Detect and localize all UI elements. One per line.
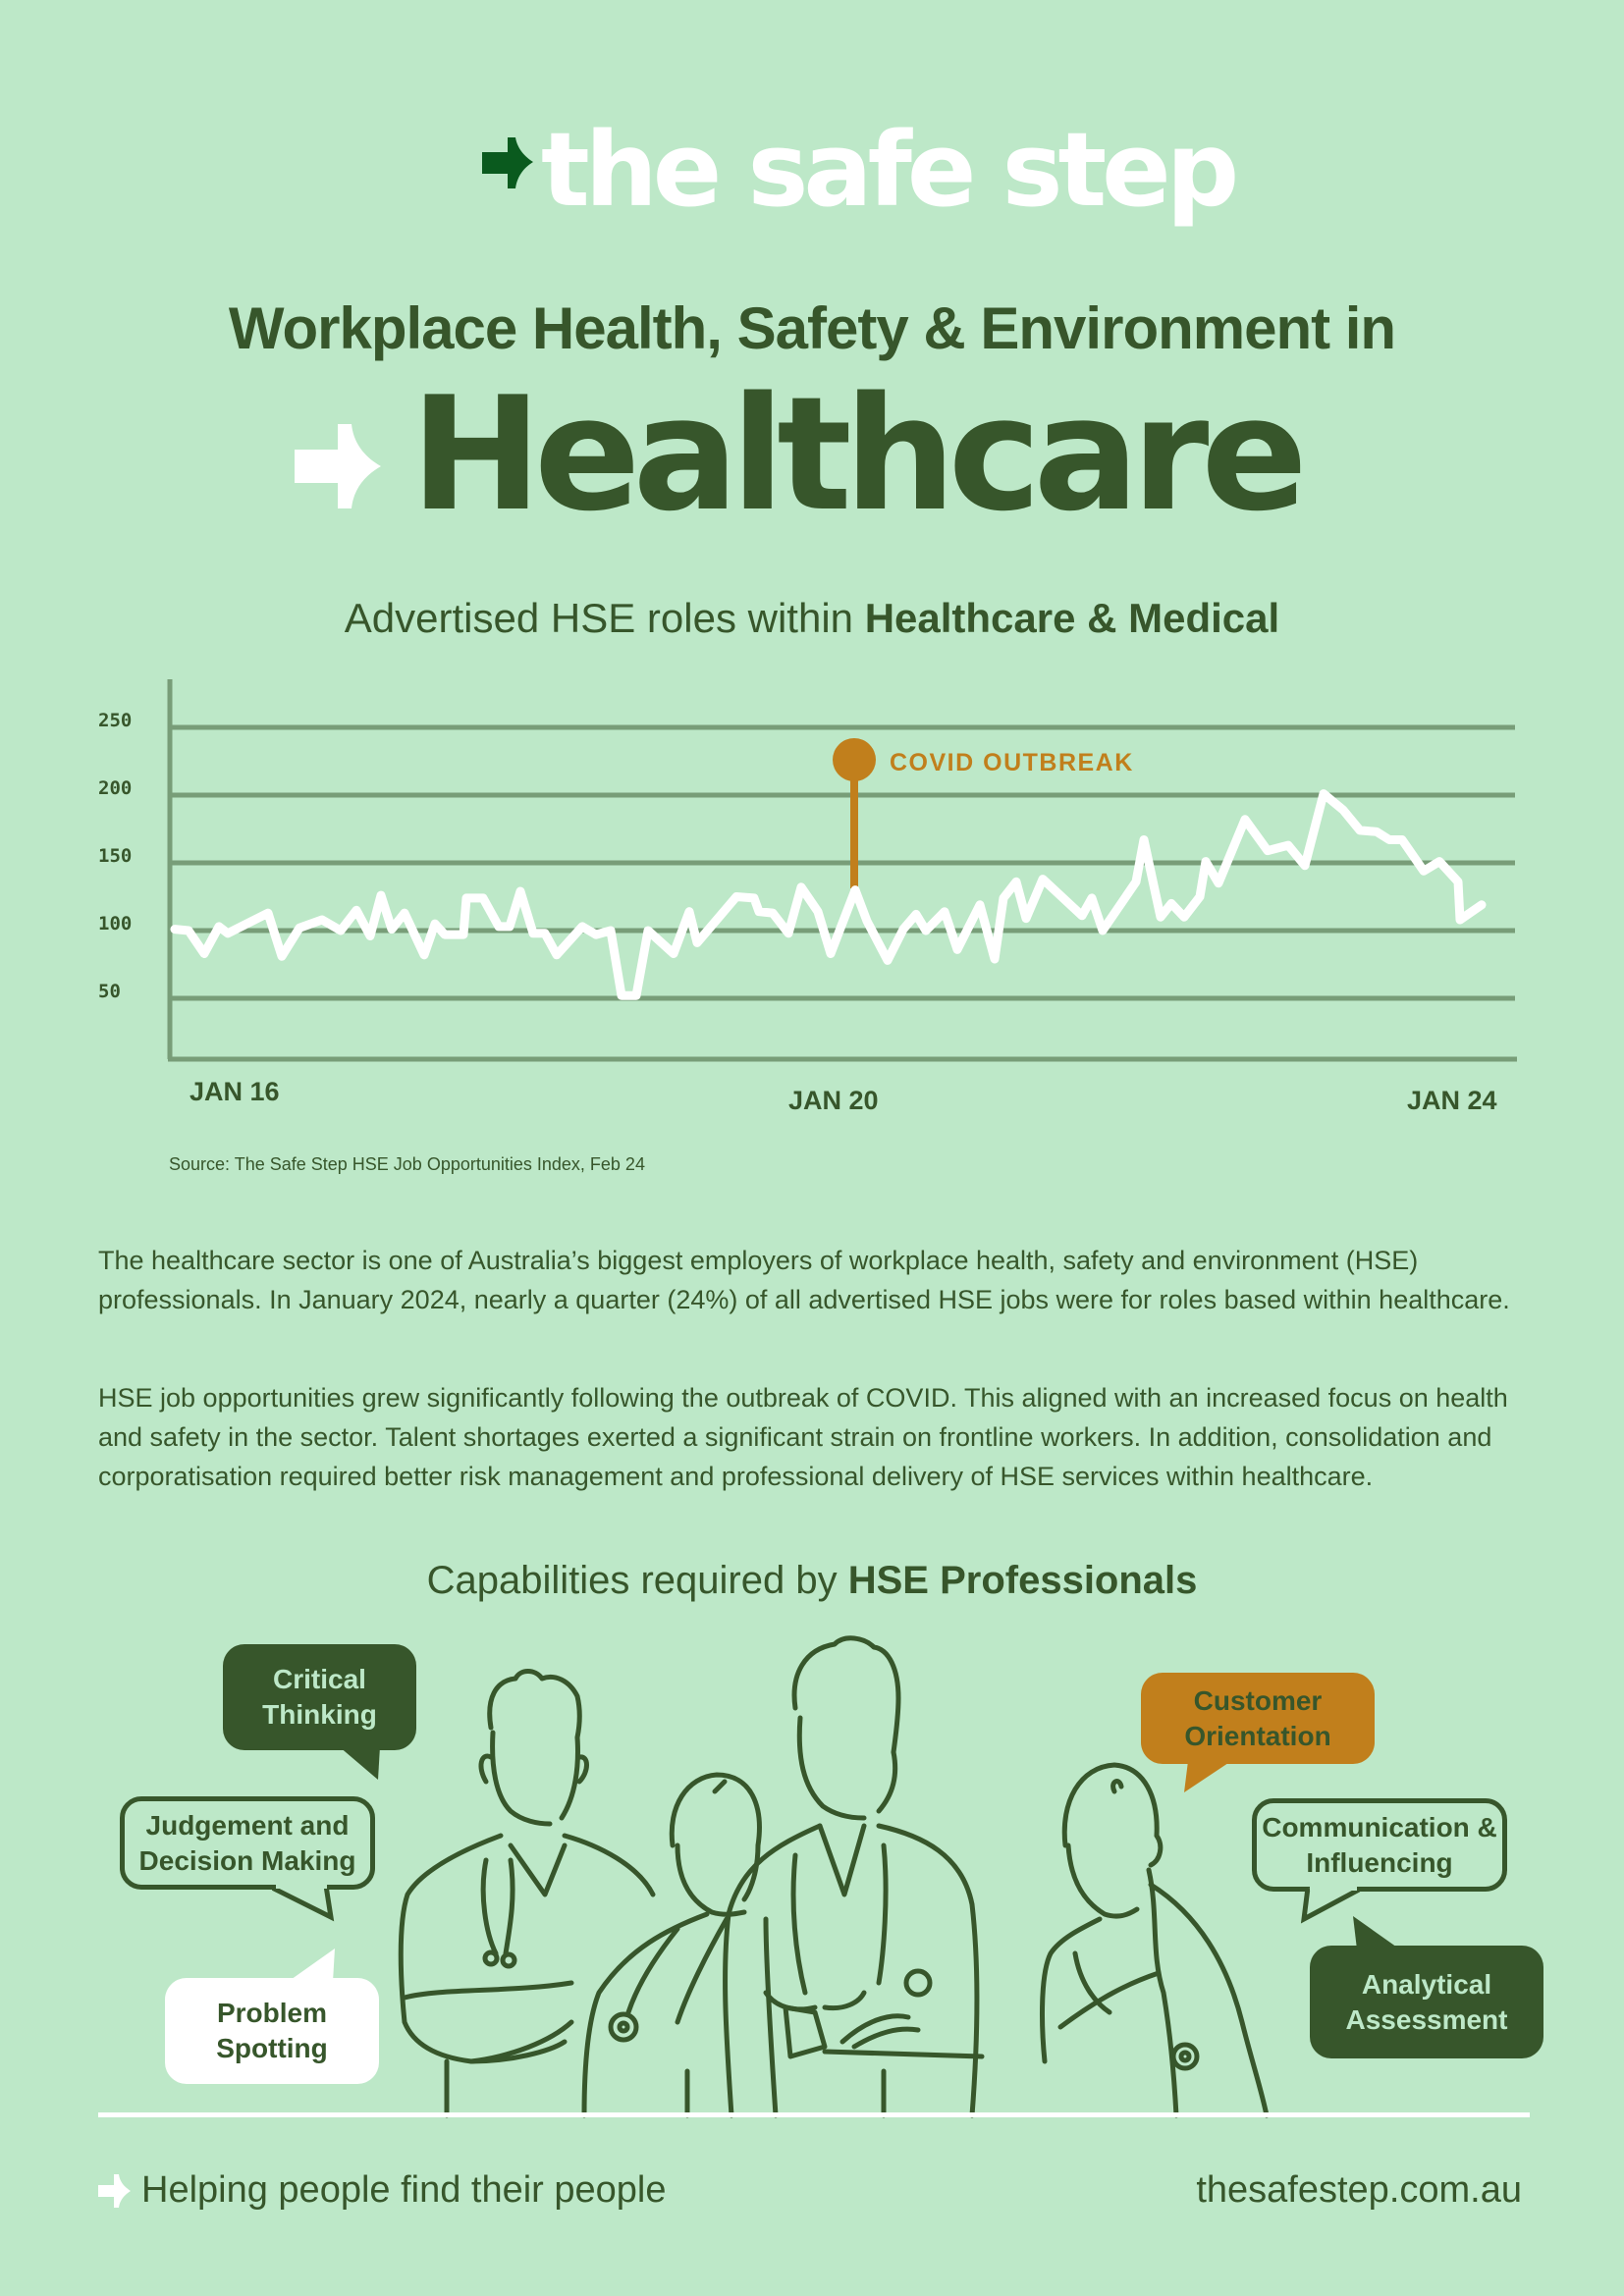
- y-tick-label: 150: [98, 845, 132, 867]
- figure-female-nurse: [1040, 1762, 1270, 2118]
- arrow-icon: [482, 137, 533, 188]
- annotation-label: COVID OUTBREAK: [890, 749, 1134, 776]
- x-tick-label: JAN 24: [1407, 1086, 1497, 1115]
- speech-tail-icon: [1353, 1916, 1400, 1949]
- footer-divider: [98, 2112, 1530, 2117]
- capability-bubble-analytical: Analytical Assessment: [1310, 1916, 1543, 2058]
- brand-logo: the safe step: [482, 110, 1239, 243]
- footer-tagline: Helping people find their people: [98, 2169, 667, 2212]
- footer-website-link[interactable]: thesafestep.com.au: [1196, 2169, 1522, 2211]
- footer-tagline-text: Helping people find their people: [141, 2169, 667, 2211]
- covid-annotation: COVID OUTBREAK: [833, 738, 1134, 888]
- capabilities-title: Capabilities required by HSE Professiona…: [0, 1559, 1624, 1603]
- chart-title-bold: Healthcare & Medical: [864, 595, 1280, 641]
- speech-tail-icon: [1300, 1886, 1361, 1924]
- y-tick-label: 100: [98, 913, 132, 934]
- x-tick-labels: JAN 16 JAN 20 JAN 24: [189, 1077, 1497, 1115]
- x-tick-label: JAN 16: [189, 1077, 280, 1106]
- chart-source: Source: The Safe Step HSE Job Opportunit…: [169, 1154, 645, 1174]
- chart-title-prefix: Advertised HSE roles within: [344, 595, 865, 641]
- y-tick-label: 200: [98, 777, 132, 799]
- y-tick-label: 50: [98, 981, 121, 1002]
- body-paragraph-1: The healthcare sector is one of Australi…: [98, 1246, 1510, 1314]
- speech-tail-icon: [1184, 1761, 1231, 1792]
- page-title: Healthcare: [295, 362, 1308, 546]
- figure-male-scrubs: [398, 1669, 656, 2118]
- page-title-text: Healthcare: [410, 362, 1308, 546]
- series-line: [170, 789, 1487, 1000]
- figure-center-doctor: [723, 1635, 985, 2118]
- capability-label: Customer Orientation: [1184, 1684, 1331, 1751]
- capability-bubble-critical-thinking: Critical Thinking: [223, 1644, 416, 1780]
- y-tick-label: 250: [98, 710, 132, 731]
- figure-female-doctor: [581, 1772, 779, 2118]
- speech-tail-icon: [272, 1884, 335, 1922]
- x-tick-label: JAN 20: [788, 1086, 879, 1115]
- chart-gridlines: [170, 724, 1515, 1001]
- page-subtitle: Workplace Health, Safety & Environment i…: [228, 295, 1396, 361]
- capability-label: Problem Spotting: [216, 1998, 328, 2063]
- speech-tail-icon: [339, 1746, 380, 1780]
- y-tick-labels: 50 100 150 200 250: [98, 710, 132, 1002]
- capability-label: Critical Thinking: [262, 1664, 377, 1730]
- capability-label: Analytical Assessment: [1345, 1968, 1508, 2035]
- annotation-marker: [833, 738, 876, 781]
- capability-bubble-problem-spotting: Problem Spotting: [165, 1949, 379, 2084]
- logo-text: the safe step: [541, 110, 1239, 230]
- arrow-icon: [98, 2173, 131, 2208]
- capability-label: Judgement and Decision Making: [138, 1809, 356, 1876]
- capability-label: Communication & Influencing: [1262, 1811, 1497, 1878]
- healthcare-workers-illustration: [398, 1635, 1270, 2118]
- capabilities-title-bold: HSE Professionals: [847, 1559, 1198, 1602]
- chart-title: Advertised HSE roles within Healthcare &…: [0, 595, 1624, 642]
- capability-bubble-judgement: Judgement and Decision Making: [120, 1796, 375, 1922]
- arrow-icon: [295, 424, 381, 508]
- speech-tail-icon: [288, 1949, 335, 1982]
- capability-bubble-communication: Communication & Influencing: [1252, 1798, 1507, 1924]
- capabilities-title-prefix: Capabilities required by: [426, 1559, 848, 1602]
- capability-bubble-customer-orientation: Customer Orientation: [1141, 1673, 1375, 1792]
- body-paragraph-2: HSE job opportunities grew significantly…: [98, 1383, 1508, 1491]
